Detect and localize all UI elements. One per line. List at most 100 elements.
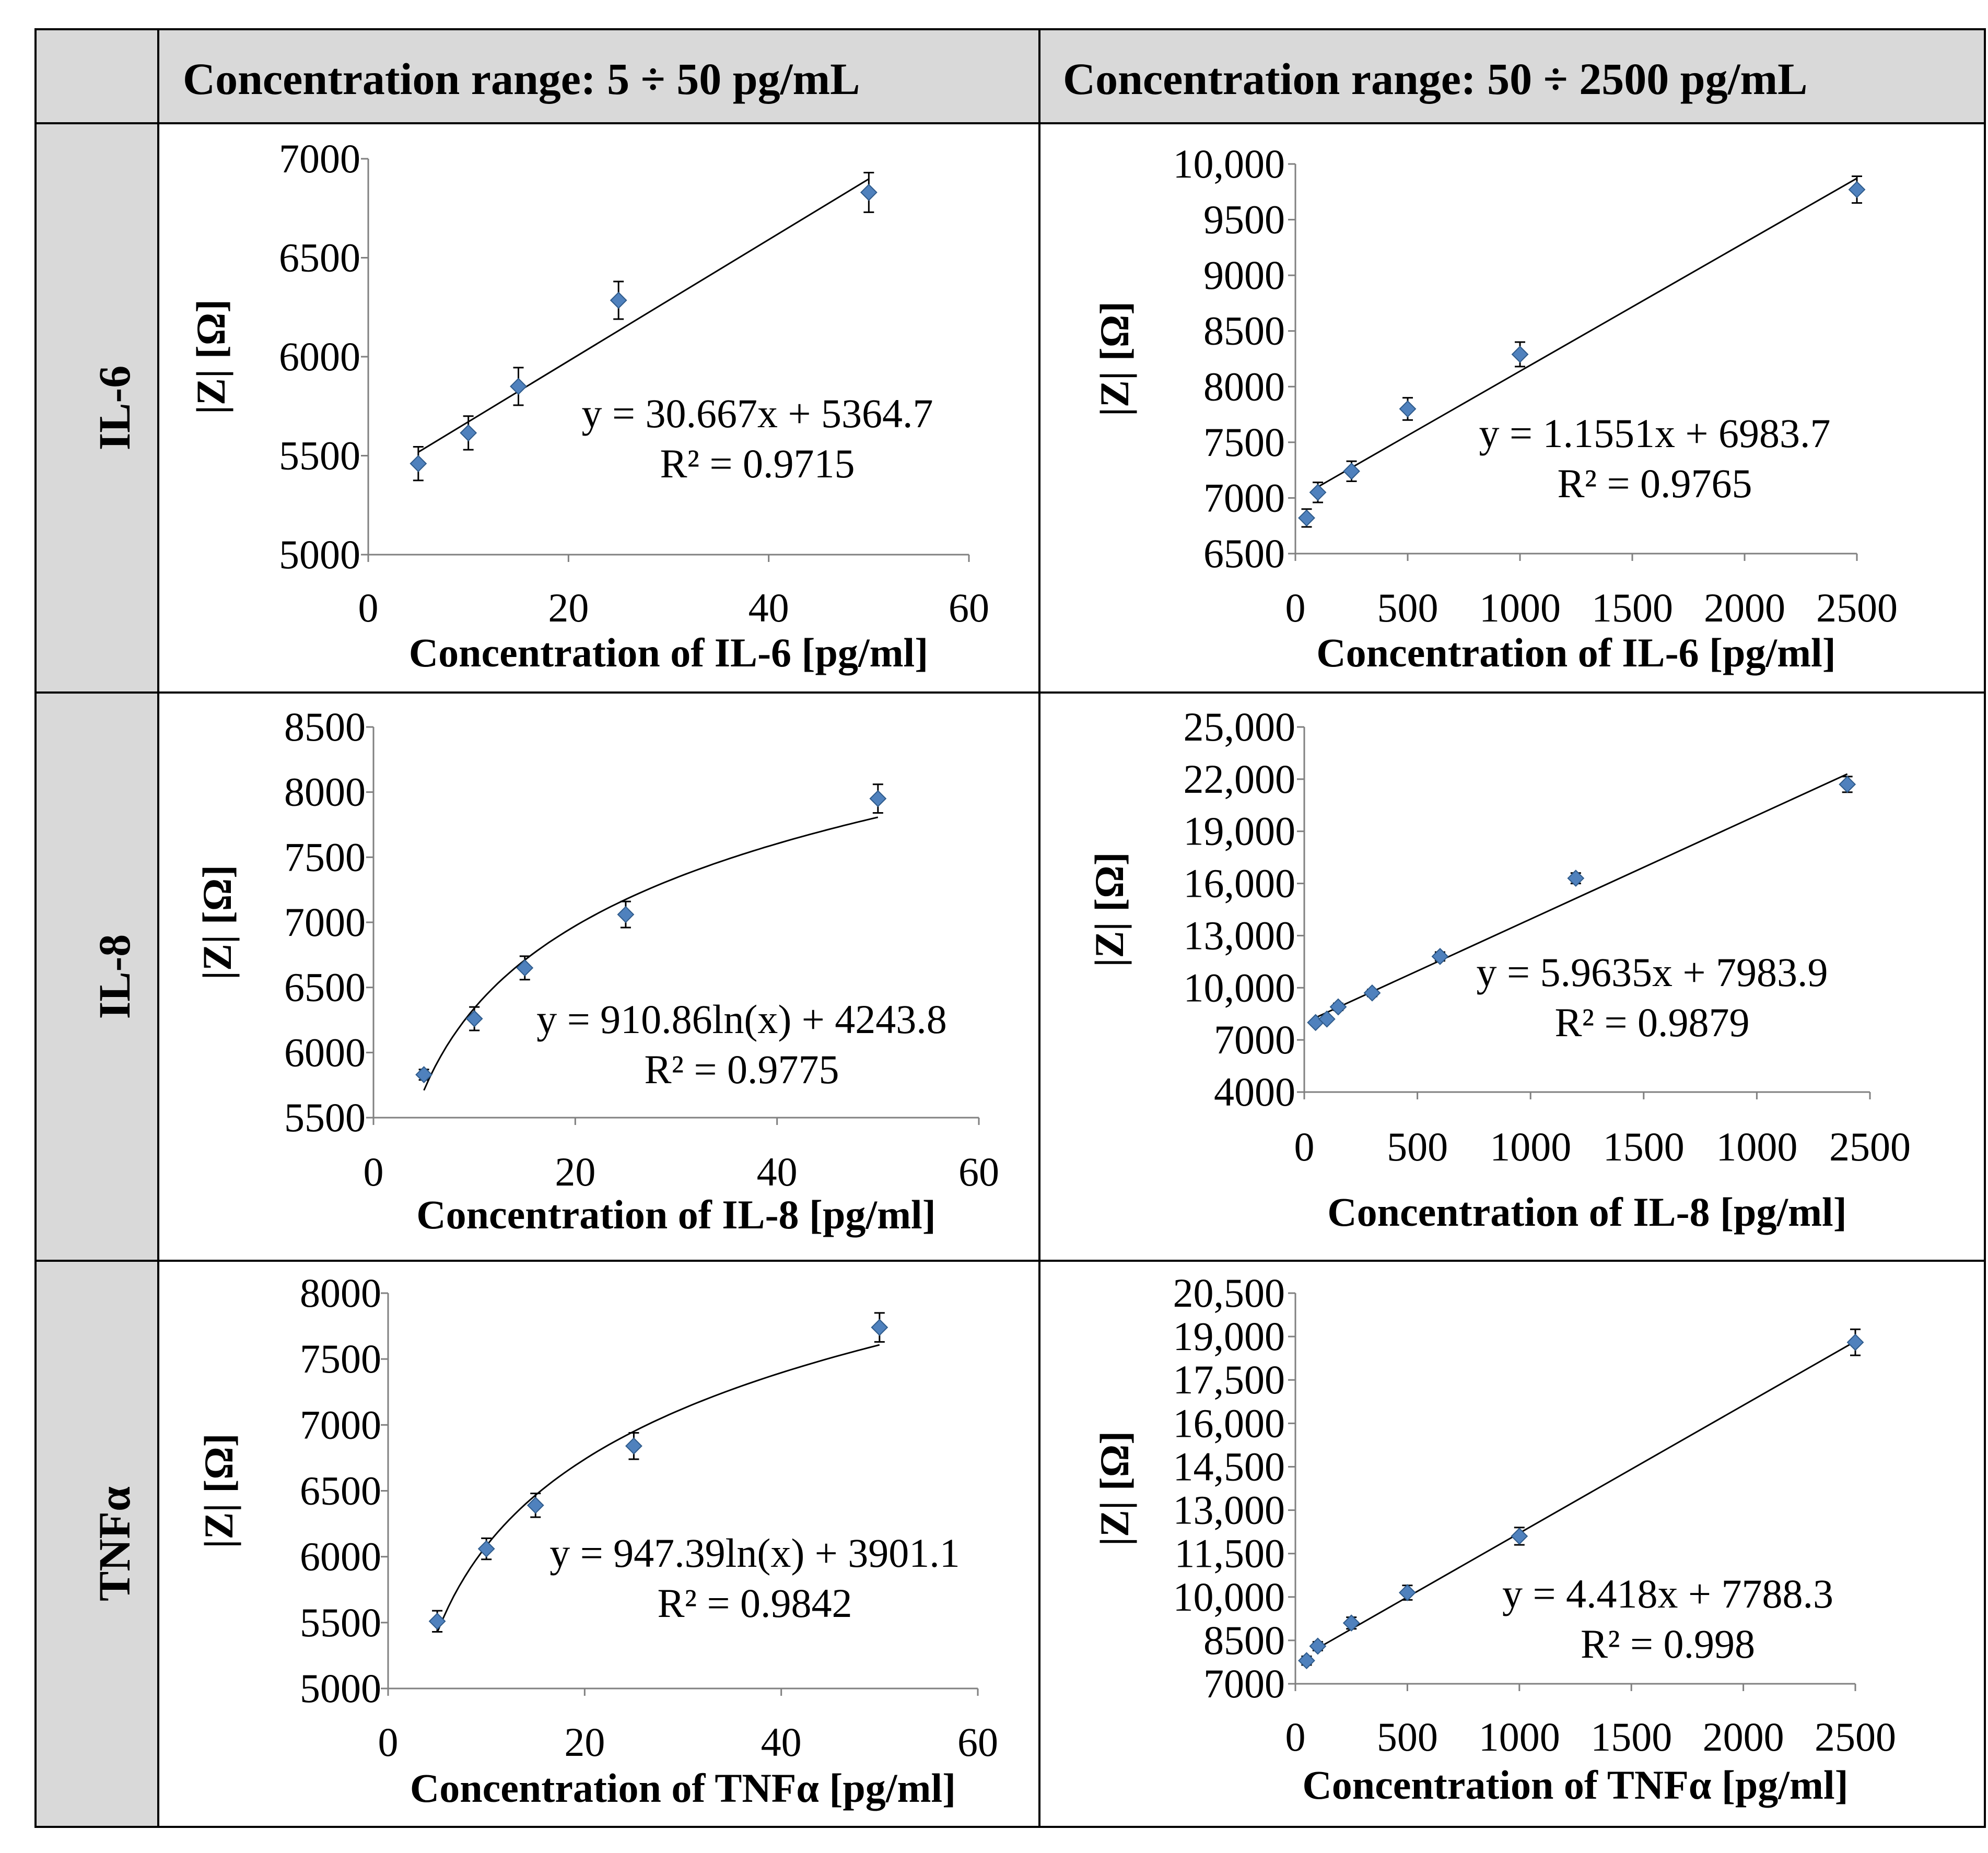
y-tick-label: 6500 — [1203, 531, 1285, 576]
data-point — [625, 1437, 642, 1455]
y-tick-label: 7500 — [1203, 419, 1285, 465]
x-axis-title: Concentration of TNFα [pg/ml] — [1302, 1762, 1848, 1808]
y-axis-title: |Z| [Ω] — [1092, 1431, 1137, 1546]
x-tick-label: 40 — [757, 1149, 798, 1194]
y-tick-label: 7000 — [1203, 1661, 1285, 1706]
r-squared-label: R² = 0.9842 — [658, 1580, 852, 1626]
y-tick-label: 8000 — [1203, 363, 1285, 409]
chart-tnfa-low-range: 5000 5500 6000 6500 7000 7500 8000 0 20 40 60Conce… — [196, 1270, 998, 1811]
y-axis-title: |Z| [Ω] — [194, 865, 240, 980]
y-tick-label: 19,000 — [1173, 1313, 1285, 1359]
data-point — [1318, 1010, 1336, 1028]
data-point — [460, 424, 477, 442]
data-point — [527, 1496, 544, 1514]
y-tick-label: 22,000 — [1184, 756, 1296, 802]
data-point — [617, 906, 635, 923]
data-point — [1309, 484, 1327, 501]
trendline — [423, 816, 879, 1091]
y-tick-label: 7500 — [284, 834, 366, 879]
y-tick-label: 6000 — [284, 1029, 366, 1075]
y-tick-label: 7000 — [300, 1402, 381, 1447]
r-squared-label: R² = 0.998 — [1581, 1621, 1755, 1667]
y-tick-label: 8500 — [1203, 1617, 1285, 1663]
x-tick-label: 20 — [564, 1719, 605, 1765]
x-tick-label: 1000 — [1479, 1714, 1560, 1760]
data-point — [1298, 509, 1315, 527]
row-label-tnfa: TNFα — [89, 1486, 139, 1601]
chart-tnfa-high-range: 7000850010,00011,50013,00014,50016,00017… — [1092, 1270, 1896, 1808]
trendline — [1315, 773, 1848, 1018]
y-tick-label: 6000 — [279, 334, 360, 379]
data-point — [869, 790, 887, 807]
trendline-equation: y = 910.86ln(x) + 4243.8 — [536, 996, 947, 1042]
y-tick-label: 19,000 — [1184, 808, 1296, 854]
y-axis-title: |Z| [Ω] — [1092, 301, 1137, 416]
y-tick-label: 7000 — [284, 899, 366, 945]
x-tick-label: 0 — [364, 1149, 384, 1194]
y-tick-label: 17,500 — [1173, 1357, 1285, 1402]
y-tick-label: 16,000 — [1173, 1400, 1285, 1446]
y-tick-label: 7500 — [300, 1336, 381, 1381]
y-tick-label: 6500 — [300, 1468, 381, 1514]
x-tick-label: 1500 — [1591, 1714, 1672, 1760]
y-tick-label: 7000 — [1214, 1017, 1295, 1062]
x-tick-label: 60 — [957, 1719, 998, 1765]
label-column-bg — [36, 29, 158, 1827]
data-point — [1363, 984, 1381, 1002]
x-tick-label: 2500 — [1815, 1714, 1896, 1760]
x-tick-label: 0 — [1294, 1124, 1315, 1169]
x-axis-title: Concentration of IL-8 [pg/ml] — [1327, 1189, 1846, 1235]
x-tick-label: 1500 — [1592, 585, 1673, 630]
row-label-il6: IL-6 — [89, 366, 139, 450]
y-tick-label: 14,500 — [1173, 1444, 1285, 1489]
y-tick-label: 8000 — [300, 1270, 381, 1316]
y-axis-title: |Z| [Ω] — [1086, 852, 1132, 967]
x-tick-label: 0 — [378, 1719, 399, 1765]
y-tick-label: 7000 — [1203, 475, 1285, 520]
y-tick-label: 9500 — [1203, 197, 1285, 242]
y-axis-title: |Z| [Ω] — [196, 1433, 241, 1548]
x-tick-label: 40 — [761, 1719, 802, 1765]
r-squared-label: R² = 0.9715 — [660, 441, 855, 486]
y-tick-label: 13,000 — [1173, 1487, 1285, 1533]
x-tick-label: 500 — [1377, 1714, 1438, 1760]
trendline-equation: y = 947.39ln(x) + 3901.1 — [549, 1530, 960, 1576]
x-axis-title: Concentration of IL-6 [pg/ml] — [1316, 630, 1835, 675]
y-tick-label: 8500 — [284, 704, 366, 749]
y-tick-label: 6000 — [300, 1534, 381, 1579]
x-tick-label: 500 — [1377, 585, 1439, 630]
y-tick-label: 9000 — [1203, 252, 1285, 298]
y-tick-label: 10,000 — [1184, 965, 1296, 1010]
data-point — [1298, 1652, 1315, 1670]
y-axis-title: |Z| [Ω] — [188, 299, 233, 414]
data-point — [510, 378, 527, 395]
chart-il6-high-range: 6500 7000 7500 8000 8500 9000 9500 10,000 0 500 10… — [1092, 141, 1898, 675]
x-axis-title: Concentration of IL-6 [pg/ml] — [409, 630, 928, 675]
data-point — [1846, 1333, 1864, 1351]
y-tick-label: 7000 — [279, 136, 360, 181]
r-squared-label: R² = 0.9775 — [645, 1047, 839, 1092]
y-tick-label: 5000 — [279, 532, 360, 577]
data-point — [1343, 462, 1360, 480]
data-point — [1848, 181, 1866, 198]
trendline — [418, 178, 870, 453]
y-tick-label: 8000 — [284, 769, 366, 815]
y-tick-label: 10,000 — [1173, 141, 1285, 186]
data-point — [1309, 1637, 1327, 1655]
y-tick-label: 6500 — [279, 235, 360, 280]
x-tick-label: 0 — [358, 585, 379, 630]
x-tick-label: 2000 — [1703, 1714, 1784, 1760]
data-point — [428, 1612, 446, 1630]
x-tick-label: 0 — [1285, 585, 1306, 630]
x-tick-label: 1000 — [1479, 585, 1561, 630]
data-point — [1511, 1528, 1528, 1545]
data-point — [465, 1010, 483, 1027]
data-point — [860, 184, 878, 201]
data-point — [1511, 346, 1529, 363]
trendline-equation: y = 4.418x + 7788.3 — [1502, 1571, 1833, 1616]
y-tick-label: 25,000 — [1184, 704, 1296, 749]
y-tick-label: 5500 — [279, 433, 360, 478]
x-tick-label: 2500 — [1816, 585, 1898, 630]
data-point — [410, 455, 427, 473]
